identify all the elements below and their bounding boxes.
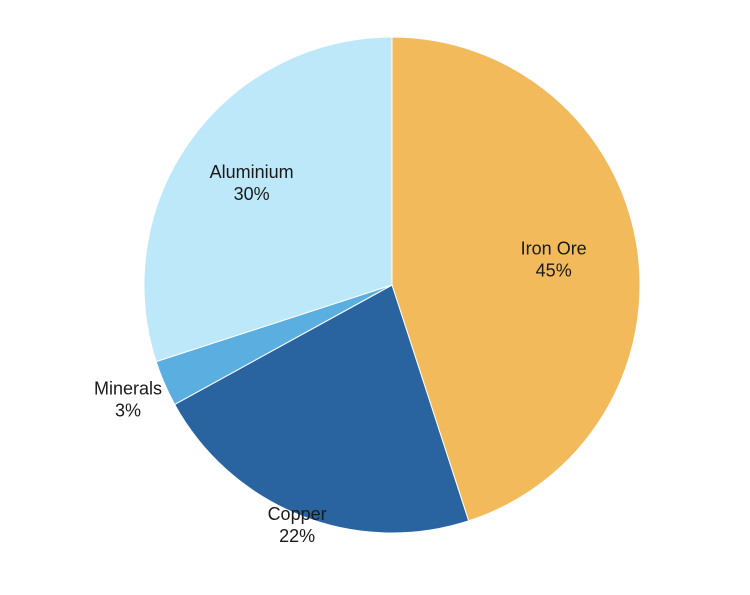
pie-slice-copper bbox=[174, 284, 470, 534]
slice-label-minerals: Minerals bbox=[94, 378, 162, 398]
pie-slice-iron-ore bbox=[391, 36, 641, 522]
slice-value-iron-ore: 45% bbox=[536, 260, 572, 280]
slice-value-aluminium: 30% bbox=[234, 184, 270, 204]
pie-slices bbox=[143, 36, 641, 534]
slice-value-minerals: 3% bbox=[115, 400, 141, 420]
slice-label-aluminium: Aluminium bbox=[210, 162, 294, 182]
pie-slice-aluminium bbox=[143, 36, 393, 363]
slice-label-copper: Copper bbox=[268, 504, 327, 524]
slice-value-copper: 22% bbox=[279, 526, 315, 546]
slice-label-iron-ore: Iron Ore bbox=[521, 238, 587, 258]
